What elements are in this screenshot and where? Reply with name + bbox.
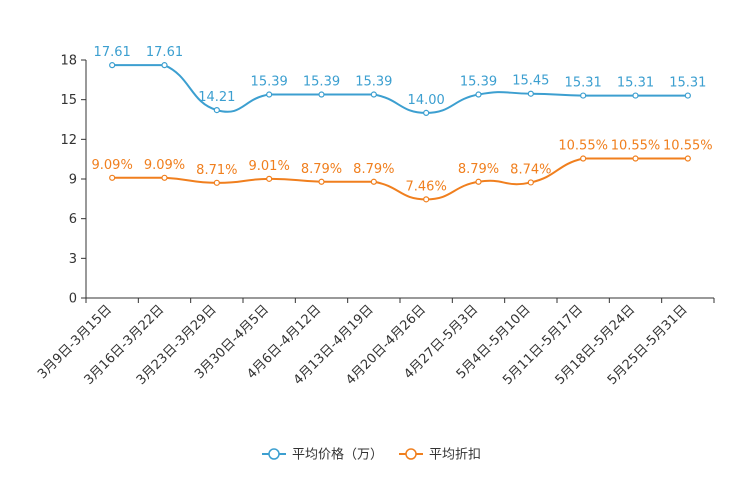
data-point[interactable] [266,175,273,182]
data-point[interactable] [580,92,587,99]
data-point[interactable] [684,92,691,99]
data-label: 8.79% [301,162,342,177]
data-label: 9.01% [249,159,290,174]
data-label: 17.61 [94,45,131,60]
y-tick-label: 15 [60,93,77,108]
data-label: 7.46% [406,179,447,194]
y-tick-label: 9 [69,173,77,188]
data-point[interactable] [318,91,325,98]
data-point[interactable] [684,155,691,162]
y-tick-label: 0 [69,292,77,307]
data-point[interactable] [475,178,482,185]
data-labels: 17.61 17.61 14.21 15.39 15.39 15.39 14.00 15.39… [92,45,713,194]
data-point[interactable] [580,155,587,162]
data-label: 10.55% [558,139,608,154]
data-label: 15.39 [251,75,288,90]
legend-item-1[interactable]: 平均价格（万） [262,447,383,463]
data-label: 17.61 [146,45,183,60]
data-point[interactable] [213,107,220,114]
data-label: 14.21 [198,90,235,105]
y-tick-label: 18 [60,54,77,69]
data-point[interactable] [318,178,325,185]
data-label: 15.39 [460,75,497,90]
legend-marker-icon [268,448,280,460]
data-point[interactable] [266,91,273,98]
data-point[interactable] [632,92,639,99]
y-tick-label: 3 [69,252,77,267]
legend-label: 平均价格（万） [292,447,383,463]
data-point[interactable] [527,179,534,186]
data-point[interactable] [109,174,116,181]
data-point[interactable] [109,62,116,69]
data-point[interactable] [213,179,220,186]
data-label: 14.00 [408,93,445,108]
data-point[interactable] [423,196,430,203]
series-lines [109,62,691,203]
data-point[interactable] [423,109,430,116]
data-label: 15.31 [617,76,654,91]
data-label: 9.09% [144,158,185,173]
data-point[interactable] [370,178,377,185]
data-point[interactable] [161,174,168,181]
data-label: 8.79% [353,162,394,177]
data-label: 10.55% [663,139,713,154]
legend-item-2[interactable]: 平均折扣 [399,448,481,463]
legend-marker-icon [405,448,417,460]
data-label: 15.31 [565,76,602,91]
data-point[interactable] [161,62,168,69]
data-label: 8.79% [458,162,499,177]
y-tick-label: 6 [69,212,77,227]
data-label: 9.09% [92,158,133,173]
data-point[interactable] [370,91,377,98]
data-point[interactable] [475,91,482,98]
data-label: 15.31 [669,76,706,91]
data-label: 8.74% [510,162,551,177]
data-label: 8.71% [196,163,237,178]
axes: 03691215183月9日-3月15日3月16日-3月22日3月23日-3月2… [35,54,715,388]
data-label: 15.39 [303,75,340,90]
legend-label: 平均折扣 [429,448,481,463]
data-label: 15.45 [512,74,549,89]
data-point[interactable] [527,90,534,97]
y-tick-label: 12 [60,133,77,148]
data-label: 15.39 [355,75,392,90]
data-point[interactable] [632,155,639,162]
legend[interactable]: 平均价格（万） 平均折扣 [262,447,481,463]
data-label: 10.55% [611,139,661,154]
